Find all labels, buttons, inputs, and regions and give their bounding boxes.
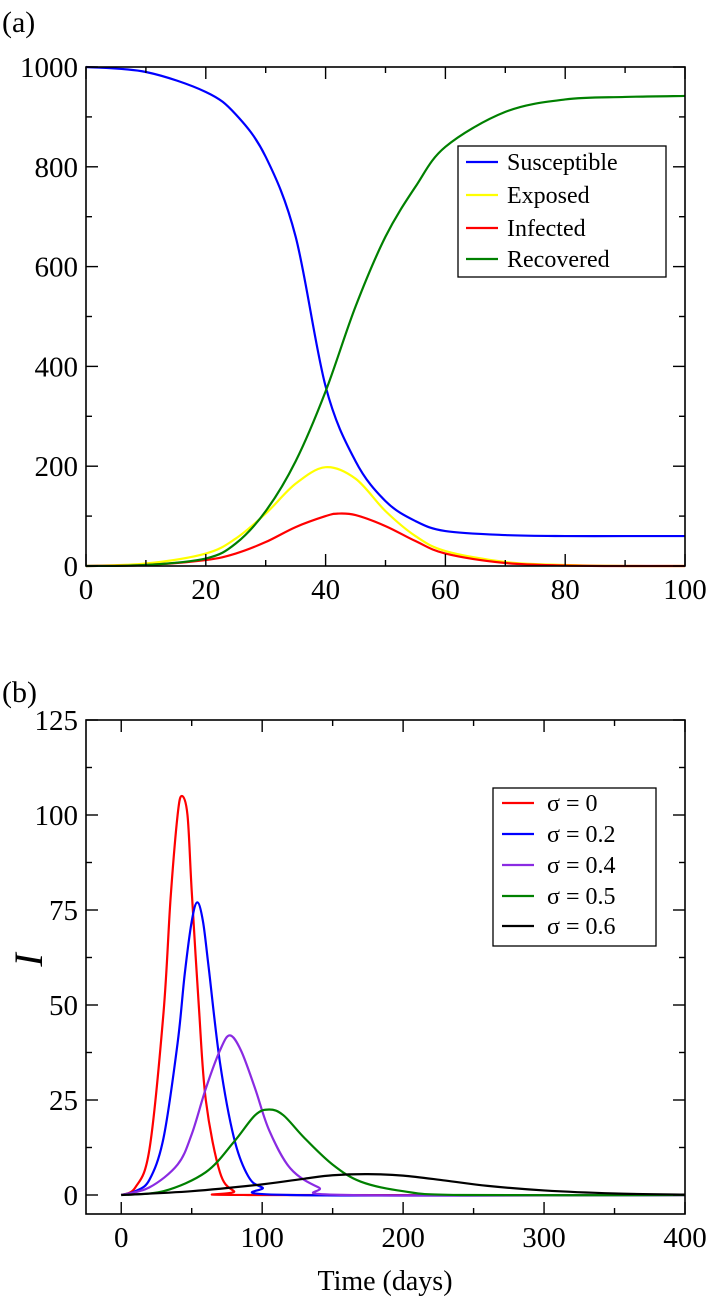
x-tick-label: 300 bbox=[522, 1222, 566, 1254]
panel-b-x-tick-labels: 0 100 200 300 400 bbox=[114, 1222, 707, 1254]
y-tick-label: 50 bbox=[49, 990, 78, 1022]
legend-label-infected: Infected bbox=[507, 216, 586, 242]
panel-b: (b) 0 100 200 300 400 0 25 50 75 100 125 Time (da… bbox=[2, 676, 707, 1297]
x-tick-label: 100 bbox=[663, 574, 707, 606]
legend-label-recovered: Recovered bbox=[507, 247, 610, 273]
y-tick-label: 75 bbox=[49, 895, 78, 927]
panel-b-y-axis-label: I bbox=[6, 952, 51, 968]
panel-b-ticks bbox=[86, 719, 686, 1214]
legend-label-sigma-0-2: σ = 0.2 bbox=[547, 822, 615, 848]
series-line-0-2 bbox=[120, 901, 686, 1197]
panel-a-label: (a) bbox=[2, 6, 35, 39]
y-tick-label: 100 bbox=[35, 800, 79, 832]
panel-b-x-axis-label: Time (days) bbox=[317, 1266, 452, 1297]
x-tick-label: 20 bbox=[191, 574, 220, 606]
legend-label-sigma-0-6: σ = 0.6 bbox=[547, 914, 615, 940]
panel-a-frame bbox=[85, 66, 686, 567]
series-line-exposed bbox=[85, 466, 686, 568]
legend-label-sigma-0: σ = 0 bbox=[547, 791, 597, 817]
series-line-0-5 bbox=[121, 1108, 686, 1197]
legend-label-exposed: Exposed bbox=[507, 183, 590, 209]
panel-a-series-group bbox=[85, 65, 686, 568]
panel-b-legend: σ = 0 σ = 0.2 σ = 0.4 σ = 0.5 σ = 0.6 bbox=[492, 787, 657, 947]
panel-a-y-tick-labels: 0 200 400 600 800 1000 bbox=[20, 52, 78, 583]
x-tick-label: 40 bbox=[311, 574, 340, 606]
y-tick-label: 800 bbox=[35, 152, 79, 184]
series-line-infected bbox=[85, 512, 686, 568]
x-tick-label: 60 bbox=[431, 574, 460, 606]
y-tick-label: 600 bbox=[35, 252, 79, 284]
panel-b-label: (b) bbox=[2, 676, 37, 709]
y-tick-label: 200 bbox=[35, 451, 79, 483]
legend-label-susceptible: Susceptible bbox=[507, 150, 618, 176]
panel-a-x-tick-labels: 0 20 40 60 80 100 bbox=[79, 574, 707, 606]
x-tick-label: 200 bbox=[381, 1222, 425, 1254]
panel-a-ticks bbox=[85, 66, 686, 567]
x-tick-label: 0 bbox=[79, 574, 94, 606]
x-tick-label: 100 bbox=[240, 1222, 284, 1254]
series-line-0 bbox=[120, 794, 686, 1197]
panel-b-legend-box bbox=[492, 787, 657, 947]
y-tick-label: 125 bbox=[35, 705, 79, 737]
y-tick-label: 1000 bbox=[20, 52, 78, 84]
panel-a: (a) 0 20 40 60 80 100 0 200 400 600 800 1000 Susce… bbox=[2, 6, 707, 606]
panel-a-legend-box bbox=[457, 145, 667, 278]
y-tick-label: 25 bbox=[49, 1085, 78, 1117]
panel-b-y-tick-labels: 0 25 50 75 100 125 bbox=[35, 705, 79, 1212]
panel-b-series-group bbox=[120, 794, 686, 1197]
series-line-susceptible bbox=[85, 65, 685, 538]
series-line-recovered bbox=[85, 94, 686, 568]
panel-a-legend: Susceptible Exposed Infected Recovered bbox=[457, 145, 667, 278]
y-tick-label: 0 bbox=[64, 551, 79, 583]
legend-label-sigma-0-5: σ = 0.5 bbox=[547, 884, 615, 910]
panel-b-frame bbox=[85, 719, 686, 1215]
x-tick-label: 0 bbox=[114, 1222, 129, 1254]
legend-label-sigma-0-4: σ = 0.4 bbox=[547, 853, 615, 879]
y-tick-label: 400 bbox=[35, 351, 79, 383]
x-tick-label: 80 bbox=[551, 574, 580, 606]
series-line-0-6 bbox=[121, 1172, 686, 1197]
y-tick-label: 0 bbox=[64, 1180, 79, 1212]
x-tick-label: 400 bbox=[663, 1222, 707, 1254]
series-line-0-4 bbox=[120, 1034, 686, 1197]
